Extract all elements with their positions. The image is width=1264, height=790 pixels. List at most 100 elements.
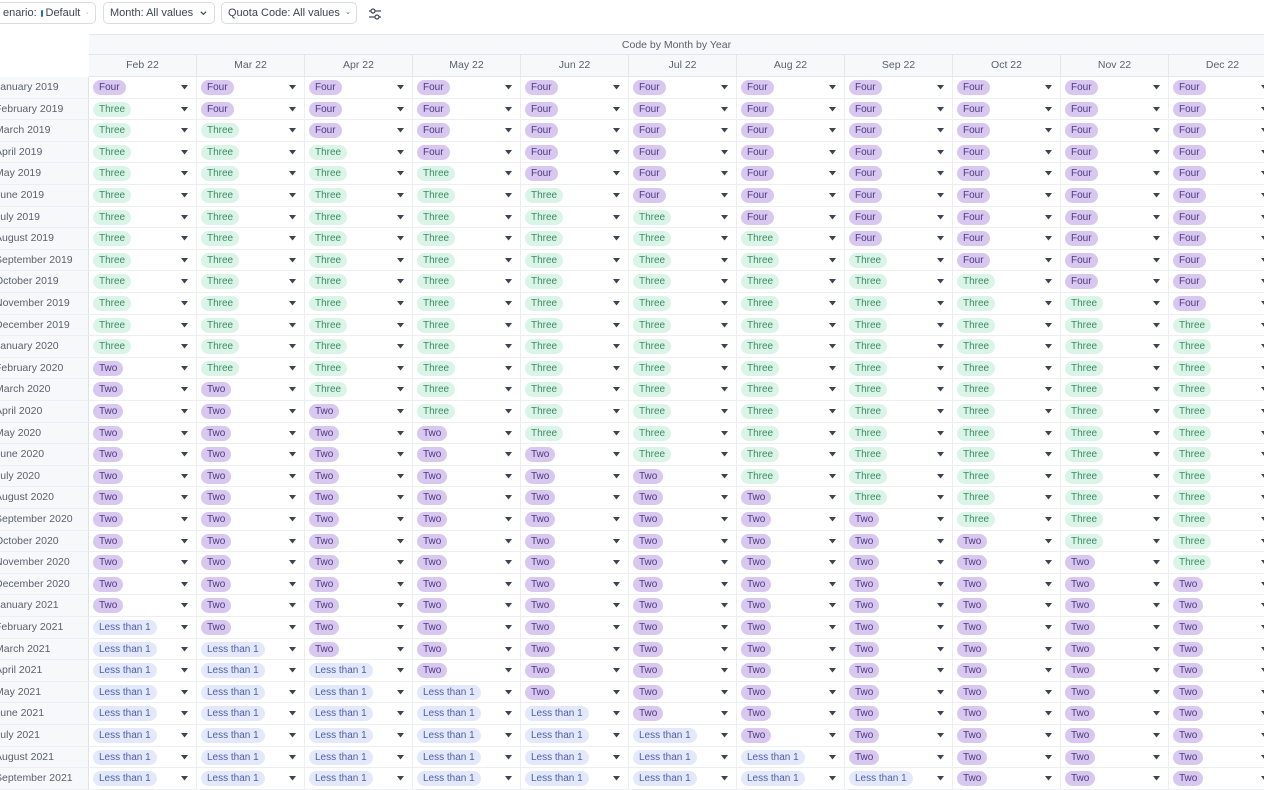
grid-cell-dropdown[interactable]: Three xyxy=(845,465,953,488)
caret-down-icon[interactable] xyxy=(505,344,512,349)
caret-down-icon[interactable] xyxy=(721,409,728,414)
grid-cell-dropdown[interactable]: Two xyxy=(89,487,197,509)
grid-cell-dropdown[interactable]: Three xyxy=(953,357,1061,380)
grid-cell-dropdown[interactable]: Two xyxy=(521,638,629,661)
caret-down-icon[interactable] xyxy=(721,668,728,673)
caret-down-icon[interactable] xyxy=(721,387,728,392)
caret-down-icon[interactable] xyxy=(1153,668,1160,673)
caret-down-icon[interactable] xyxy=(397,517,404,522)
caret-down-icon[interactable] xyxy=(505,776,512,781)
grid-cell-dropdown[interactable]: Two xyxy=(521,595,629,617)
caret-down-icon[interactable] xyxy=(937,495,944,500)
grid-cell-dropdown[interactable]: Three xyxy=(1169,357,1264,380)
grid-cell-dropdown[interactable]: Two xyxy=(629,638,737,661)
grid-cell-dropdown[interactable]: Three xyxy=(1061,379,1169,401)
grid-cell-dropdown[interactable]: Two xyxy=(1169,681,1264,704)
grid-cell-dropdown[interactable]: Three xyxy=(953,314,1061,337)
caret-down-icon[interactable] xyxy=(1261,322,1264,328)
grid-cell-dropdown[interactable]: Three xyxy=(197,120,305,142)
column-header[interactable]: Aug 22 xyxy=(737,55,845,77)
column-header[interactable]: May 22 xyxy=(413,55,521,77)
caret-down-icon[interactable] xyxy=(721,754,728,760)
grid-cell-dropdown[interactable]: Two xyxy=(521,617,629,639)
caret-down-icon[interactable] xyxy=(505,668,512,673)
caret-down-icon[interactable] xyxy=(1045,128,1052,133)
caret-down-icon[interactable] xyxy=(937,214,944,220)
grid-cell-dropdown[interactable]: Four xyxy=(737,98,845,121)
grid-cell-dropdown[interactable]: Four xyxy=(413,141,521,164)
caret-down-icon[interactable] xyxy=(1153,603,1160,608)
caret-down-icon[interactable] xyxy=(289,603,296,608)
caret-down-icon[interactable] xyxy=(397,106,404,112)
caret-down-icon[interactable] xyxy=(505,106,512,112)
grid-cell-dropdown[interactable]: Three xyxy=(629,249,737,272)
caret-down-icon[interactable] xyxy=(829,711,836,716)
caret-down-icon[interactable] xyxy=(1045,301,1052,306)
caret-down-icon[interactable] xyxy=(937,776,944,781)
caret-down-icon[interactable] xyxy=(937,668,944,673)
caret-down-icon[interactable] xyxy=(397,322,404,328)
caret-down-icon[interactable] xyxy=(1153,473,1160,479)
grid-cell-dropdown[interactable]: Two xyxy=(845,746,953,769)
grid-cell-dropdown[interactable]: Two xyxy=(521,465,629,488)
grid-cell-dropdown[interactable]: Four xyxy=(1169,228,1264,250)
caret-down-icon[interactable] xyxy=(181,517,188,522)
grid-cell-dropdown[interactable]: Four xyxy=(521,163,629,185)
grid-cell-dropdown[interactable]: Four xyxy=(629,141,737,164)
caret-down-icon[interactable] xyxy=(1045,106,1052,112)
grid-cell-dropdown[interactable]: Four xyxy=(845,98,953,121)
caret-down-icon[interactable] xyxy=(505,473,512,479)
grid-cell-dropdown[interactable]: Two xyxy=(305,422,413,445)
caret-down-icon[interactable] xyxy=(289,279,296,284)
grid-cell-dropdown[interactable]: Two xyxy=(197,444,305,466)
grid-cell-dropdown[interactable]: Less than 1 xyxy=(629,768,737,790)
caret-down-icon[interactable] xyxy=(397,344,404,349)
caret-down-icon[interactable] xyxy=(289,581,296,587)
grid-cell-dropdown[interactable]: Less than 1 xyxy=(197,703,305,725)
caret-down-icon[interactable] xyxy=(397,733,404,738)
grid-cell-dropdown[interactable]: Two xyxy=(629,487,737,509)
grid-cell-dropdown[interactable]: Four xyxy=(737,120,845,142)
grid-cell-dropdown[interactable]: Three xyxy=(521,206,629,229)
grid-cell-dropdown[interactable]: Two xyxy=(953,638,1061,661)
caret-down-icon[interactable] xyxy=(505,214,512,220)
caret-down-icon[interactable] xyxy=(613,538,620,544)
grid-cell-dropdown[interactable]: Three xyxy=(89,228,197,250)
caret-down-icon[interactable] xyxy=(289,689,296,695)
caret-down-icon[interactable] xyxy=(289,409,296,414)
caret-down-icon[interactable] xyxy=(721,776,728,781)
grid-cell-dropdown[interactable]: Less than 1 xyxy=(413,725,521,747)
caret-down-icon[interactable] xyxy=(721,344,728,349)
grid-cell-dropdown[interactable]: Two xyxy=(305,530,413,553)
grid-cell-dropdown[interactable]: Four xyxy=(413,77,521,99)
caret-down-icon[interactable] xyxy=(829,387,836,392)
caret-down-icon[interactable] xyxy=(397,668,404,673)
caret-down-icon[interactable] xyxy=(181,776,188,781)
caret-down-icon[interactable] xyxy=(613,171,620,176)
grid-cell-dropdown[interactable]: Four xyxy=(1061,120,1169,142)
grid-cell-dropdown[interactable]: Four xyxy=(737,206,845,229)
caret-down-icon[interactable] xyxy=(1153,776,1160,781)
caret-down-icon[interactable] xyxy=(829,603,836,608)
caret-down-icon[interactable] xyxy=(181,128,188,133)
caret-down-icon[interactable] xyxy=(181,106,188,112)
caret-down-icon[interactable] xyxy=(1261,279,1264,284)
caret-down-icon[interactable] xyxy=(721,733,728,738)
grid-cell-dropdown[interactable]: Three xyxy=(845,314,953,337)
grid-cell-dropdown[interactable]: Two xyxy=(629,509,737,531)
column-header[interactable]: Nov 22 xyxy=(1061,55,1169,77)
grid-cell-dropdown[interactable]: Two xyxy=(305,595,413,617)
caret-down-icon[interactable] xyxy=(505,603,512,608)
caret-down-icon[interactable] xyxy=(937,387,944,392)
grid-cell-dropdown[interactable]: Two xyxy=(737,509,845,531)
grid-cell-dropdown[interactable]: Two xyxy=(845,552,953,574)
caret-down-icon[interactable] xyxy=(1045,409,1052,414)
caret-down-icon[interactable] xyxy=(1261,668,1264,673)
grid-cell-dropdown[interactable]: Two xyxy=(89,444,197,466)
caret-down-icon[interactable] xyxy=(613,689,620,695)
grid-cell-dropdown[interactable]: Three xyxy=(197,141,305,164)
grid-cell-dropdown[interactable]: Two xyxy=(521,530,629,553)
caret-down-icon[interactable] xyxy=(1153,322,1160,328)
caret-down-icon[interactable] xyxy=(1045,668,1052,673)
grid-cell-dropdown[interactable]: Three xyxy=(413,401,521,423)
